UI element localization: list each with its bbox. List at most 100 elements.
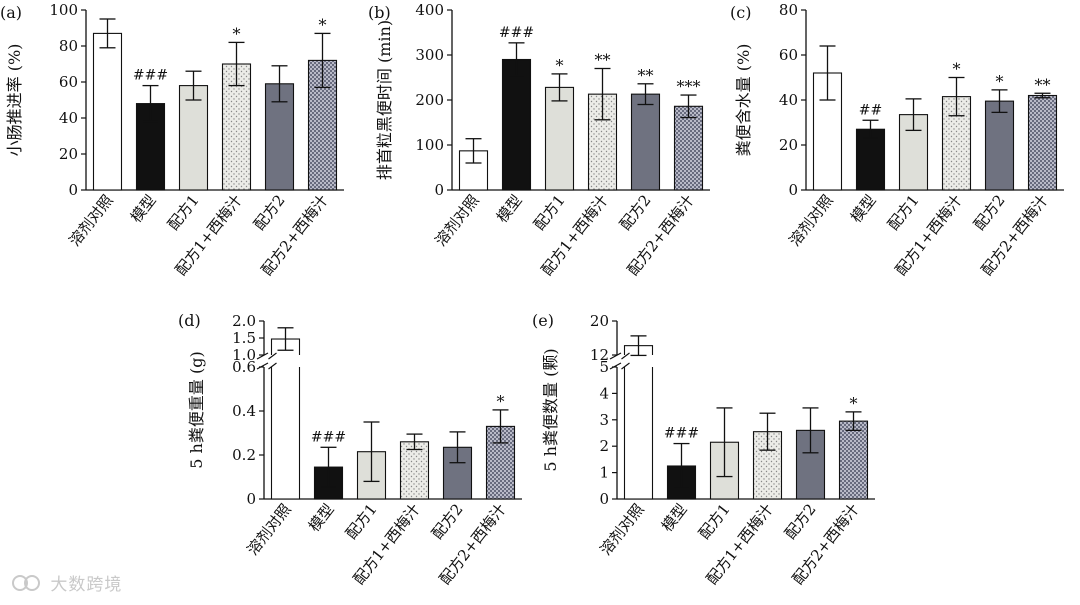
y-tick-label: 300 bbox=[415, 46, 444, 64]
significance-label: * bbox=[233, 24, 241, 43]
y-tick-label: 0.2 bbox=[232, 446, 256, 464]
significance-label: * bbox=[850, 394, 858, 413]
category-label: 溶剂对照 bbox=[597, 500, 648, 558]
category-label: 配方2 bbox=[616, 191, 655, 233]
bar bbox=[623, 345, 654, 500]
y-tick-label: 200 bbox=[415, 91, 444, 109]
y-tick-label: 0.4 bbox=[232, 402, 256, 420]
category-label: 溶剂对照 bbox=[432, 191, 483, 249]
bar-group: 配方1 bbox=[342, 421, 387, 543]
y-tick-label: 100 bbox=[49, 1, 78, 19]
panel-label: (c) bbox=[730, 3, 751, 22]
significance-label: * bbox=[319, 15, 327, 34]
bar-break-mark bbox=[268, 362, 277, 370]
bar-break-mark bbox=[621, 352, 630, 360]
category-label: 配方1 bbox=[164, 191, 203, 233]
significance-label: * bbox=[953, 60, 961, 79]
bar-group: ** 配方2 bbox=[616, 66, 661, 234]
bar-break-gap bbox=[270, 355, 301, 367]
category-label: 溶剂对照 bbox=[66, 191, 117, 249]
watermark: 大数跨境 bbox=[10, 570, 122, 595]
category-label: 溶剂对照 bbox=[786, 191, 837, 249]
significance-label: ### bbox=[499, 25, 534, 41]
significance-label: ### bbox=[133, 68, 168, 84]
category-label: 模型 bbox=[658, 500, 691, 535]
bar-group: 配方2 bbox=[428, 431, 473, 543]
y-tick-label: 0.6 bbox=[232, 358, 256, 376]
y-tick-label: 100 bbox=[415, 136, 444, 154]
bar-group: 配方1 bbox=[164, 70, 209, 234]
y-axis-label: 小肠推进率 (%) bbox=[5, 44, 24, 157]
category-label: 配方1 bbox=[530, 191, 569, 233]
bar-group: ### 模型 bbox=[305, 429, 346, 535]
y-tick-label: 40 bbox=[779, 91, 798, 109]
bar bbox=[630, 93, 661, 191]
bar-group: 配方1 bbox=[884, 98, 929, 234]
bar-group: 配方2 bbox=[781, 407, 826, 543]
category-label: 模型 bbox=[305, 500, 338, 535]
significance-label: ### bbox=[311, 429, 346, 445]
significance-label: ** bbox=[638, 66, 654, 85]
category-label: 配方1 bbox=[695, 500, 734, 542]
category-label: 配方2 bbox=[250, 191, 289, 233]
significance-label: ** bbox=[595, 51, 611, 70]
bar-group: 配方2 bbox=[250, 65, 295, 234]
bar-group: ### 模型 bbox=[127, 68, 168, 227]
bar-group: 配方1 bbox=[695, 407, 740, 543]
significance-label: *** bbox=[677, 77, 701, 96]
y-tick-label: 1.0 bbox=[232, 346, 256, 364]
y-tick-label: 1.5 bbox=[232, 329, 256, 347]
significance-label: * bbox=[556, 56, 564, 75]
bar bbox=[501, 58, 532, 191]
bar bbox=[544, 86, 575, 191]
y-tick-label: 60 bbox=[59, 73, 78, 91]
y-tick-label: 5 bbox=[599, 358, 609, 376]
y-tick-label: 0 bbox=[599, 490, 609, 508]
bar-break-mark bbox=[621, 362, 630, 370]
axis-break-mark bbox=[256, 362, 269, 370]
bar bbox=[855, 128, 886, 191]
category-label: 模型 bbox=[847, 191, 880, 226]
bar-group: ### 模型 bbox=[493, 25, 534, 226]
category-label: 配方1 bbox=[342, 500, 381, 542]
y-tick-label: 3 bbox=[599, 411, 609, 429]
y-tick-label: 0 bbox=[246, 490, 256, 508]
axis-break-mark bbox=[609, 352, 622, 360]
panel-label: (b) bbox=[368, 3, 391, 22]
bar-group: ### 模型 bbox=[658, 426, 699, 536]
y-tick-label: 20 bbox=[590, 312, 609, 330]
bar bbox=[673, 105, 704, 191]
y-tick-label: 4 bbox=[599, 384, 609, 402]
y-tick-label: 2.0 bbox=[232, 312, 256, 330]
category-label: 配方2 bbox=[428, 500, 467, 542]
bar bbox=[399, 441, 430, 500]
bar bbox=[838, 420, 869, 500]
bar-group: * 配方1 bbox=[530, 56, 575, 234]
significance-label: ** bbox=[1035, 75, 1051, 94]
y-tick-label: 80 bbox=[59, 37, 78, 55]
category-label: 模型 bbox=[493, 191, 526, 226]
significance-label: * bbox=[996, 72, 1004, 91]
watermark-text: 大数跨境 bbox=[50, 575, 123, 595]
panel-label: (d) bbox=[178, 311, 201, 330]
bar-group: 配方1+西梅汁 bbox=[703, 412, 783, 588]
bar bbox=[178, 85, 209, 191]
y-axis-label: 排首粒黑便时间 (min) bbox=[375, 20, 394, 180]
axis-break-mark bbox=[256, 352, 269, 360]
bar bbox=[1027, 94, 1058, 191]
y-tick-label: 400 bbox=[415, 1, 444, 19]
panel-label: (e) bbox=[532, 311, 554, 330]
bar-break-gap bbox=[623, 355, 654, 367]
bar bbox=[92, 32, 123, 191]
bar bbox=[795, 429, 826, 500]
y-tick-label: 2 bbox=[599, 437, 609, 455]
y-tick-label: 80 bbox=[779, 1, 798, 19]
bar-group: ## 模型 bbox=[847, 102, 886, 226]
y-tick-label: 40 bbox=[59, 109, 78, 127]
y-tick-label: 0 bbox=[68, 181, 78, 199]
y-tick-label: 1 bbox=[599, 464, 609, 482]
significance-label: ## bbox=[859, 102, 882, 118]
